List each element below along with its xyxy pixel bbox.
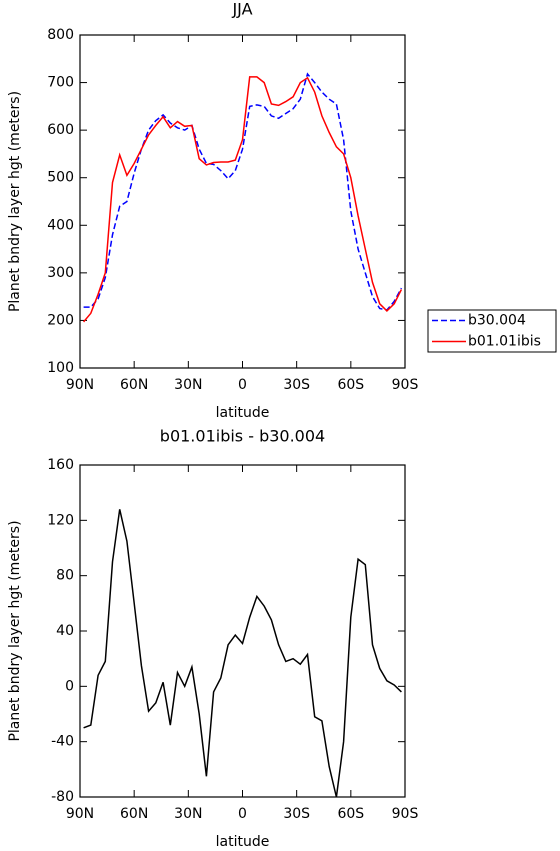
y-axis-label: Planet bndry layer hgt (meters) [7,520,23,741]
x-tick-label: 30N [174,377,202,393]
y-tick-label: 100 [47,360,74,376]
data-line [83,76,403,323]
data-line [83,72,403,311]
y-tick-label: 40 [56,623,74,639]
y-tick-label: 120 [47,512,74,528]
y-tick-label: -80 [51,789,74,805]
x-tick-label: 90S [392,806,419,822]
x-tick-label: 0 [238,806,247,822]
legend-box [427,309,557,353]
y-tick-label: 200 [47,312,74,328]
y-tick-label: 800 [47,27,74,43]
plot-frame [79,464,406,798]
x-tick-label: 60S [337,377,364,393]
legend-label: b30.004 [468,313,526,329]
y-tick-label: 300 [47,265,74,281]
x-axis-label: latitude [216,834,270,850]
x-tick-label: 60S [337,806,364,822]
y-tick-label: 400 [47,217,74,233]
y-tick-label: 0 [65,678,74,694]
y-tick-label: 700 [47,75,74,91]
y-tick-label: 80 [56,568,74,584]
x-tick-label: 60N [120,377,148,393]
y-axis-label: Planet bndry layer hgt (meters) [7,91,23,312]
chart-title: b01.01ibis - b30.004 [160,427,325,446]
data-line [83,509,402,798]
y-tick-label: 500 [47,170,74,186]
y-tick-label: -40 [51,734,74,750]
x-tick-label: 60N [120,806,148,822]
x-tick-label: 0 [238,377,247,393]
x-tick-label: 30S [283,377,310,393]
x-tick-label: 90N [66,377,94,393]
plot-frame [79,34,406,369]
x-axis-label: latitude [216,405,270,421]
legend-label: b01.01ibis [468,334,541,350]
x-tick-label: 90S [392,377,419,393]
chart-title: JJA [231,0,252,19]
y-tick-label: 160 [47,457,74,473]
x-tick-label: 90N [66,806,94,822]
x-tick-label: 30N [174,806,202,822]
y-tick-label: 600 [47,122,74,138]
x-tick-label: 30S [283,806,310,822]
